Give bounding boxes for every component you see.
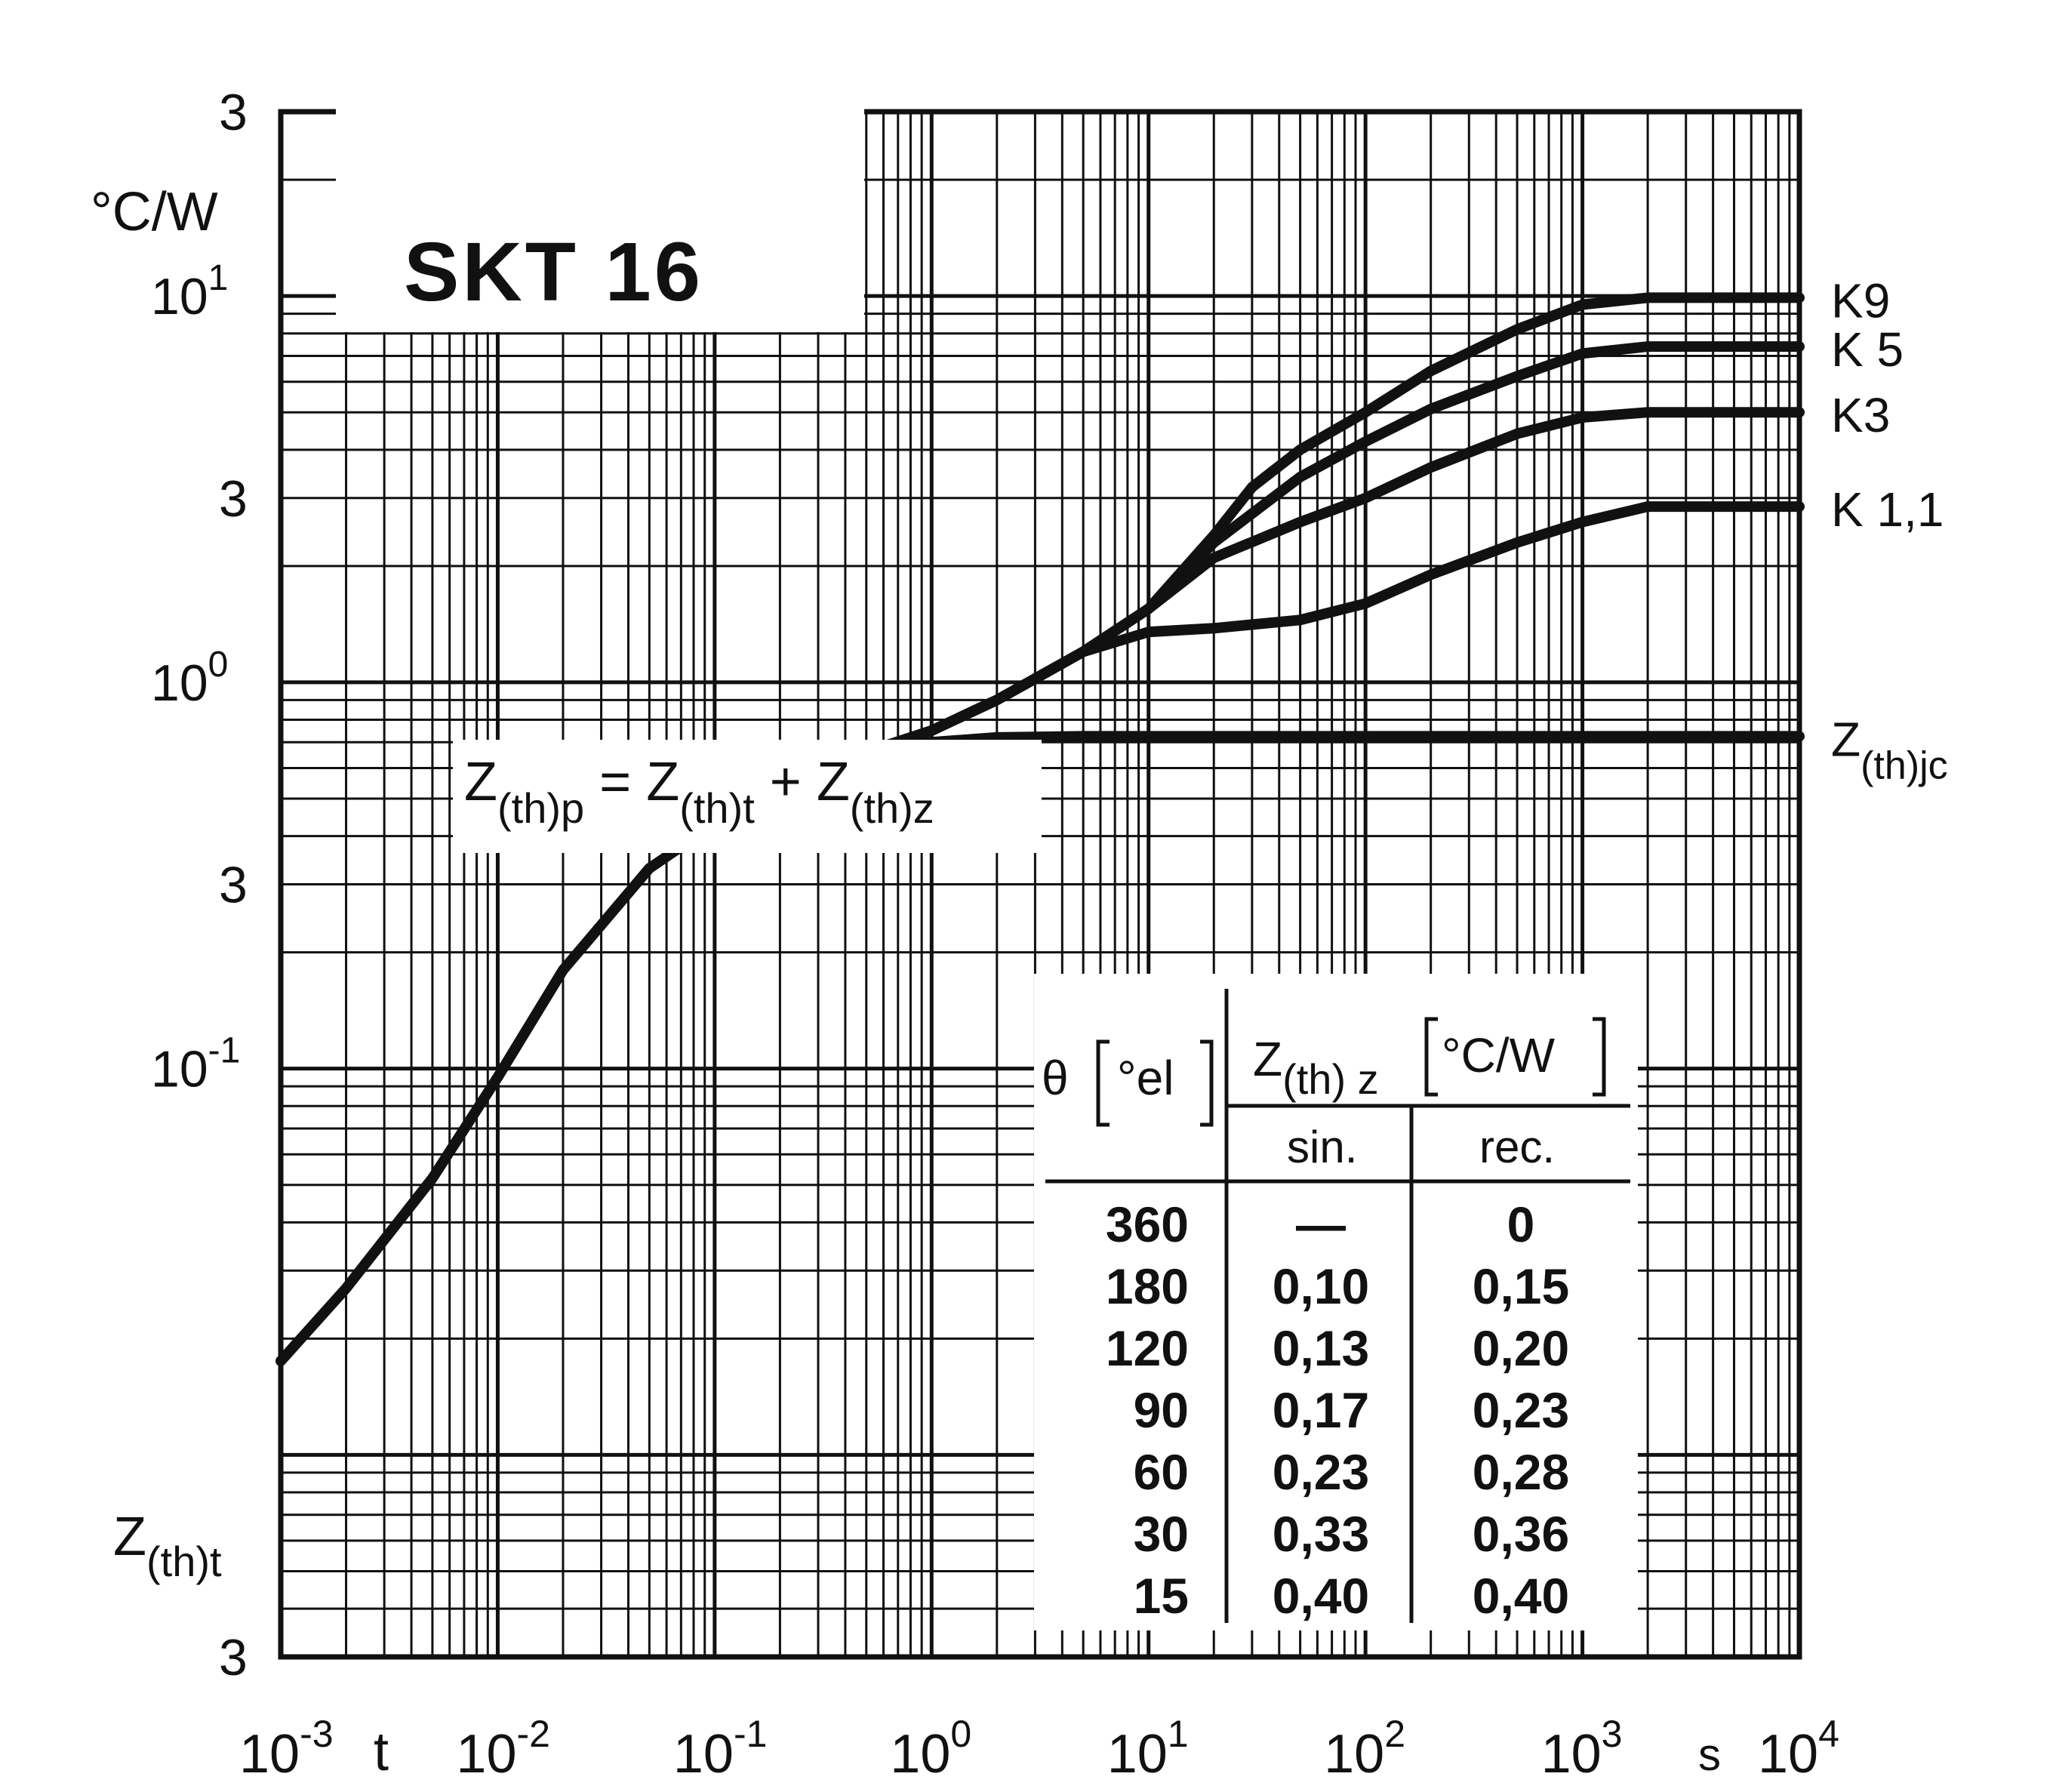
title-backdrop [336, 106, 864, 332]
x-tick-label: 10-2 [456, 1713, 550, 1784]
y-tick-label: 3 [219, 1629, 248, 1686]
table-cell-angle: 360 [1106, 1196, 1189, 1252]
y-tick-label: 3 [219, 84, 248, 141]
series-line [860, 292, 1805, 758]
table-cell-rec: 0,28 [1473, 1444, 1569, 1500]
series-end-label: Z(th)jc [1831, 712, 1948, 787]
x-tick-label: 104 [1758, 1713, 1839, 1784]
table-theta-header: θ [1042, 1051, 1069, 1105]
series-labels: Z(th)jc K 1,1 K3 K 5K9 [1831, 273, 1948, 787]
table-cell-angle: 60 [1134, 1444, 1189, 1500]
formula-backdrop [453, 740, 1042, 853]
table-cell-angle: 30 [1134, 1506, 1189, 1562]
chart-title: SKT 16 [404, 226, 703, 319]
y-tick-label: 10-1 [151, 1031, 240, 1098]
table-cell-sin: 0,13 [1273, 1320, 1369, 1376]
table-z-header: Z(th) z [1253, 1032, 1379, 1103]
x-unit-label: s [1698, 1729, 1721, 1780]
y-tick-labels: 3 101 3 100 3 10-1 3 [151, 84, 248, 1686]
series-end-label: K 1,1 [1831, 482, 1944, 537]
table-cell-sin: 0,40 [1273, 1568, 1369, 1624]
series-end-label: K9 [1831, 273, 1890, 328]
series-end-label: K 5 [1831, 322, 1904, 377]
y-unit-label: °C/W [91, 182, 218, 242]
x-var-label: t [374, 1722, 389, 1782]
x-tick-labels: 10-3 10-2 10-1 100 101 102 103 104 [239, 1713, 1839, 1784]
plot-frame [278, 109, 1802, 1660]
x-tick-label: 10-3 [239, 1713, 334, 1784]
x-tick-label: 103 [1541, 1713, 1623, 1784]
table-backdrop [1034, 974, 1638, 1630]
y-tick-label: 3 [219, 857, 248, 914]
table-cell-rec: 0,36 [1473, 1506, 1569, 1562]
series-start-label: Z(th)t [113, 1507, 222, 1585]
table-cell-sin: — [1296, 1196, 1346, 1252]
y-tick-label: 100 [151, 645, 228, 712]
table-z-unit: °C/W [1442, 1028, 1556, 1082]
table-subheader-sin: sin. [1287, 1122, 1357, 1172]
table-cell-rec: 0 [1507, 1196, 1535, 1252]
x-tick-label: 101 [1107, 1713, 1189, 1784]
table-cell-rec: 0,40 [1473, 1568, 1569, 1624]
table-cell-angle: 90 [1134, 1382, 1189, 1438]
table-cell-angle: 180 [1106, 1258, 1189, 1314]
table-cell-angle: 120 [1106, 1320, 1189, 1376]
bracket-left-theta [1096, 1039, 1110, 1127]
y-tick-label: 3 [219, 470, 248, 528]
angle-impedance-table: θ °el Z(th) z °C/W sin. rec. 360 — 0 180 0,1… [1034, 974, 1638, 1630]
formula: Z(th)p = Z(th)t + Z(th)z [464, 752, 934, 832]
x-tick-label: 102 [1324, 1713, 1405, 1784]
bracket-left-z [1424, 1017, 1438, 1097]
table-cell-sin: 0,17 [1273, 1382, 1369, 1438]
table-rows: 360 — 0 180 0,10 0,15 120 0,13 0,20 90 0,17 0,23 60 0… [1106, 1196, 1569, 1624]
table-subheader-rec: rec. [1479, 1122, 1555, 1172]
table-cell-sin: 0,23 [1273, 1444, 1369, 1500]
table-cell-rec: 0,23 [1473, 1382, 1569, 1438]
table-cell-rec: 0,15 [1473, 1258, 1569, 1314]
table-cell-sin: 0,10 [1273, 1258, 1369, 1314]
table-cell-sin: 0,33 [1273, 1506, 1369, 1562]
bracket-right-z [1593, 1017, 1606, 1097]
table-cell-angle: 15 [1134, 1568, 1189, 1624]
x-tick-label: 100 [890, 1713, 971, 1784]
table-cell-rec: 0,20 [1473, 1320, 1569, 1376]
x-tick-label: 10-1 [673, 1713, 768, 1784]
y-tick-label: 101 [151, 258, 228, 325]
bracket-right-theta [1200, 1039, 1214, 1127]
series-end-label: K3 [1831, 388, 1890, 442]
table-theta-unit: °el [1117, 1051, 1174, 1105]
